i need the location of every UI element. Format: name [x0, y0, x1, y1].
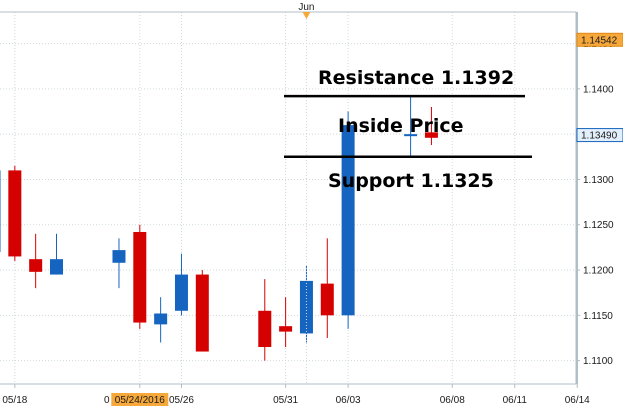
month-marker-icon — [302, 12, 311, 19]
price-badge-label: 1.13490 — [581, 131, 618, 142]
price-badge: 1.14542 — [576, 32, 623, 47]
y-tick-label: 1.1400 — [583, 84, 614, 95]
x-tick-label: 05/24/2016 — [115, 395, 165, 406]
top-marker: Jun — [298, 2, 315, 384]
candle — [154, 297, 168, 343]
candle-body — [195, 274, 209, 352]
candle-body — [112, 250, 126, 263]
inside-price-label: Inside Price — [338, 115, 463, 137]
candle — [29, 233, 43, 289]
candle — [320, 238, 334, 338]
candle — [195, 270, 209, 352]
candle-body — [404, 134, 418, 137]
candle-body — [258, 310, 272, 348]
plot-frame — [0, 11, 578, 385]
y-axis: 1.11001.11501.12001.12501.13001.13501.14… — [576, 39, 614, 367]
y-tick-label: 1.1300 — [583, 175, 614, 186]
x-axis: 05/18 05/24/2016 05/26 05/31 06/03 06/08 06/11… — [2, 384, 590, 406]
support-label: Support 1.1325 — [328, 170, 494, 192]
candle-body — [174, 274, 188, 311]
candle — [112, 238, 126, 289]
candle-body — [279, 326, 293, 332]
x-tick-label: 06/08 — [440, 395, 465, 406]
candle-body — [49, 259, 63, 275]
candle — [49, 233, 63, 275]
candle — [133, 224, 147, 329]
candle — [424, 106, 438, 146]
price-badge-box — [576, 128, 623, 143]
candle — [341, 111, 355, 329]
resistance-label: Resistance 1.1392 — [318, 67, 514, 89]
price-badge: 1.13490 — [576, 128, 623, 143]
y-tick-label: 1.1250 — [583, 220, 614, 231]
candle — [0, 170, 1, 252]
x-tick-highlight — [111, 393, 169, 406]
candle-body — [154, 313, 168, 325]
candle — [174, 253, 188, 316]
price-badge-box — [576, 32, 623, 47]
x-tick-label: 06/11 — [503, 395, 528, 406]
month-marker-label: Jun — [298, 2, 314, 13]
x-tick-label: 05/31 — [273, 395, 298, 406]
candle-body — [133, 231, 147, 323]
candle-body — [320, 283, 334, 316]
candle — [279, 297, 293, 348]
y-tick-label: 1.1100 — [583, 356, 613, 367]
y-tick-label: 1.1150 — [583, 311, 613, 322]
y-tick-label: 1.1200 — [583, 266, 614, 277]
x-tick-label: 05/26 — [169, 395, 194, 406]
x-tick-label: 05/18 — [2, 395, 27, 406]
candle-body — [29, 259, 43, 272]
candle-body — [424, 132, 438, 138]
candle-body — [341, 125, 355, 316]
candle — [404, 96, 418, 157]
candle — [8, 165, 22, 261]
candle-body — [0, 170, 1, 252]
candle — [258, 279, 272, 361]
x-tick-label-partial: 0 — [104, 395, 110, 406]
x-tick-label: 06/14 — [565, 395, 590, 406]
candle-body — [8, 170, 22, 257]
price-badge-label: 1.14542 — [581, 35, 618, 46]
x-tick-label: 06/03 — [336, 395, 361, 406]
price-badges: 1.14542 1.13490 — [576, 32, 623, 143]
annotations: Resistance 1.1392 Support 1.1325 Inside Pr… — [284, 67, 532, 192]
